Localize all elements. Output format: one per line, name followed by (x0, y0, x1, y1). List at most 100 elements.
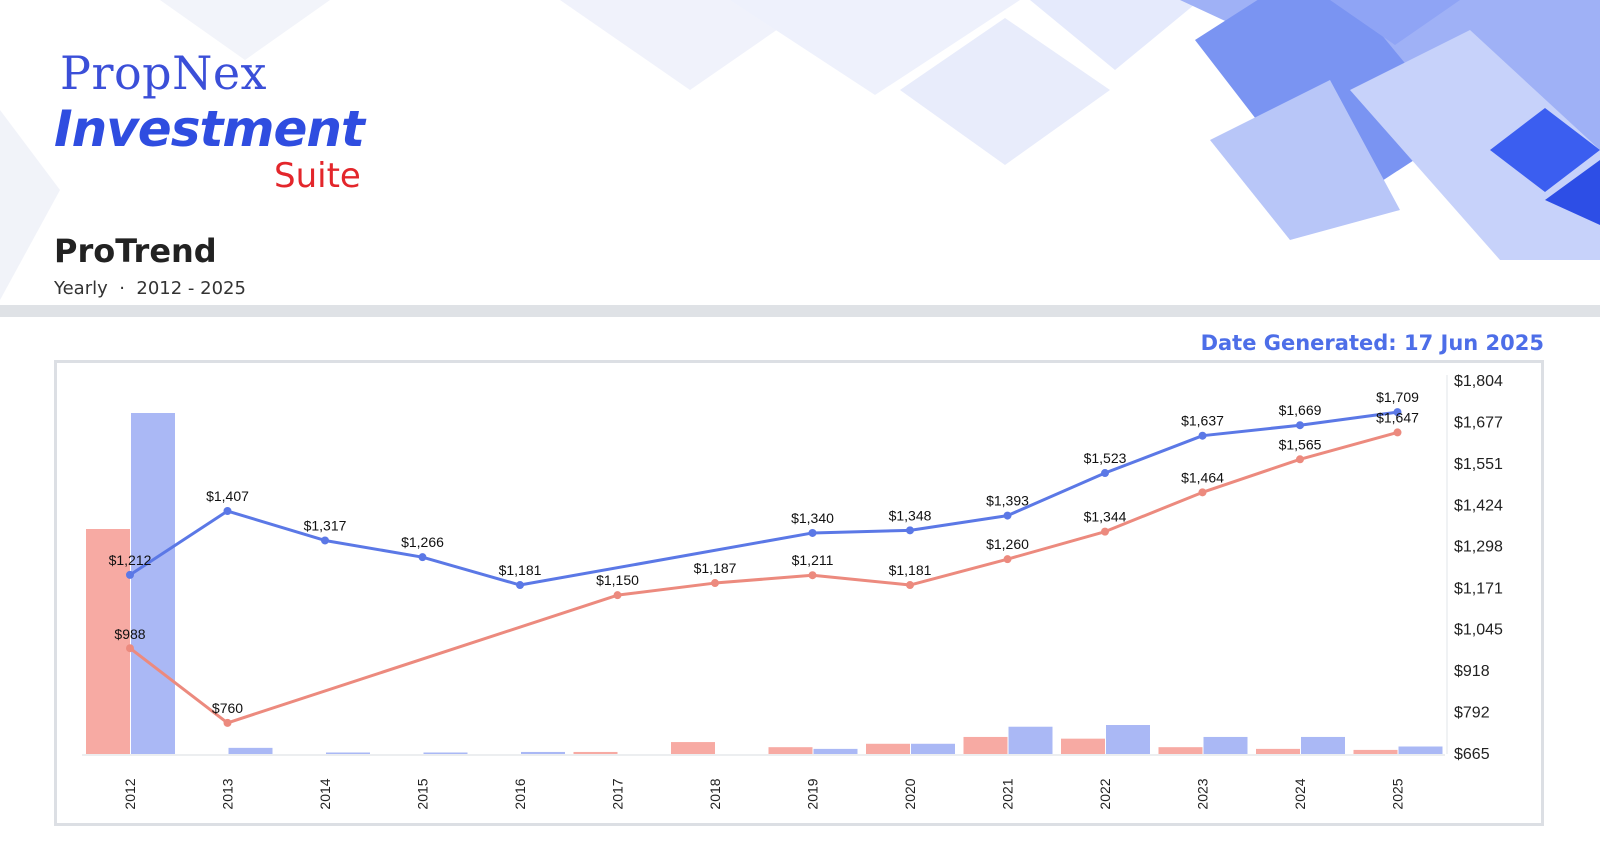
bar-red (1256, 748, 1300, 754)
period-subtitle: Yearly · 2012 - 2025 (54, 278, 246, 299)
deco-shape (0, 110, 60, 300)
bar-red (1061, 738, 1105, 754)
bar-red (963, 736, 1008, 754)
data-point (1198, 488, 1207, 497)
bar-blue (1203, 736, 1248, 754)
bar-blue (1008, 726, 1053, 754)
x-tick-label: 2019 (805, 778, 821, 809)
bar-blue (326, 752, 370, 754)
data-label: $988 (114, 626, 145, 642)
data-label: $1,348 (889, 507, 932, 523)
bar-red (768, 747, 813, 754)
bar-red (1353, 749, 1398, 754)
x-tick-label: 2018 (707, 778, 723, 809)
trend-chart: $1,212 $1,407 $1,317 $1,266 $1,181 $1,340 $1,3… (82, 373, 1503, 810)
data-label: $1,647 (1376, 409, 1419, 425)
data-point (223, 507, 232, 516)
x-tick-label: 2021 (1000, 778, 1016, 809)
data-point (418, 553, 427, 562)
data-point (1393, 428, 1402, 437)
x-tick-label: 2024 (1292, 778, 1308, 809)
data-point (808, 571, 817, 580)
data-point (808, 528, 817, 537)
data-label: $1,260 (986, 536, 1029, 552)
y-tick-label: $1,551 (1454, 456, 1503, 473)
data-point (1003, 555, 1012, 564)
bar-blue (521, 751, 565, 754)
x-tick-label: 2022 (1097, 778, 1113, 809)
data-label: $1,340 (791, 510, 834, 526)
data-point (906, 526, 914, 535)
logo-suite: Suite (274, 156, 361, 196)
data-label: $1,669 (1279, 402, 1322, 418)
data-label: $1,150 (596, 572, 639, 588)
data-label: $1,393 (986, 493, 1029, 509)
x-tick-label: 2017 (610, 778, 626, 809)
x-tick-label: 2023 (1195, 778, 1211, 809)
x-tick-label: 2015 (415, 778, 431, 809)
data-point (1101, 469, 1109, 478)
data-point (516, 581, 524, 590)
bar-blue (1301, 736, 1345, 754)
series-line-blue (129, 410, 1398, 587)
data-point (1393, 408, 1402, 417)
y-tick-label: $1,298 (1454, 539, 1503, 556)
data-point (1296, 455, 1304, 464)
bar-blue (423, 752, 468, 754)
deco-shape (1330, 0, 1460, 45)
bar-blue (911, 743, 955, 754)
data-label: $1,407 (206, 488, 249, 504)
header-divider (0, 305, 1600, 317)
y-tick-label: $1,424 (1454, 497, 1503, 514)
data-label: $1,212 (109, 552, 152, 568)
bar-blue (1398, 746, 1443, 754)
bar-blue (131, 413, 175, 754)
bar-red (86, 529, 130, 754)
data-label: $1,266 (401, 534, 444, 550)
x-tick-label: 2013 (220, 778, 236, 809)
x-tick-label: 2025 (1390, 778, 1406, 809)
deco-shape (900, 18, 1110, 165)
deco-shape (1030, 0, 1200, 70)
y-tick-label: $1,677 (1454, 415, 1503, 432)
y-tick-label: $665 (1454, 746, 1490, 763)
data-label: $1,181 (499, 562, 542, 578)
deco-shape (560, 0, 820, 90)
data-point (613, 591, 622, 600)
y-tick-label: $1,804 (1454, 373, 1503, 390)
bar-blue (813, 748, 858, 754)
header-decoration (0, 0, 1600, 300)
bar-blue (1106, 725, 1150, 754)
y-tick-label: $792 (1454, 704, 1490, 721)
y-tick-label: $918 (1454, 663, 1490, 680)
data-point (711, 579, 719, 588)
y-tick-label: $1,045 (1454, 622, 1503, 639)
bar-red (866, 743, 910, 754)
deco-shape (1210, 80, 1400, 240)
data-label: $1,187 (694, 560, 737, 576)
data-point (1101, 527, 1109, 536)
deco-shape (1350, 30, 1600, 260)
x-tick-label: 2012 (122, 778, 138, 809)
data-label: $1,523 (1084, 450, 1127, 466)
data-point (1003, 511, 1012, 520)
logo-investment: Investment (54, 100, 365, 158)
x-tick-label: 2020 (902, 778, 918, 809)
data-point (126, 570, 134, 579)
period-separator: · (119, 278, 125, 299)
data-point (223, 718, 232, 727)
year-range: 2012 - 2025 (136, 278, 246, 299)
deco-shape (730, 0, 1020, 95)
data-label: $1,211 (792, 552, 834, 568)
chart-panel: $1,212 $1,407 $1,317 $1,266 $1,181 $1,340 $1,3… (54, 360, 1544, 826)
data-label: $1,181 (889, 562, 932, 578)
data-point (1198, 431, 1207, 440)
data-point (906, 581, 914, 590)
data-label: $1,317 (304, 517, 347, 533)
report-header: PropNex Investment Suite ProTrend Yearly… (0, 0, 1600, 305)
deco-shape (1490, 108, 1600, 192)
logo-propnex: PropNex (60, 46, 267, 100)
y-tick-label: $1,171 (1454, 580, 1503, 597)
deco-shape (1545, 160, 1600, 225)
page-title: ProTrend (54, 232, 217, 270)
